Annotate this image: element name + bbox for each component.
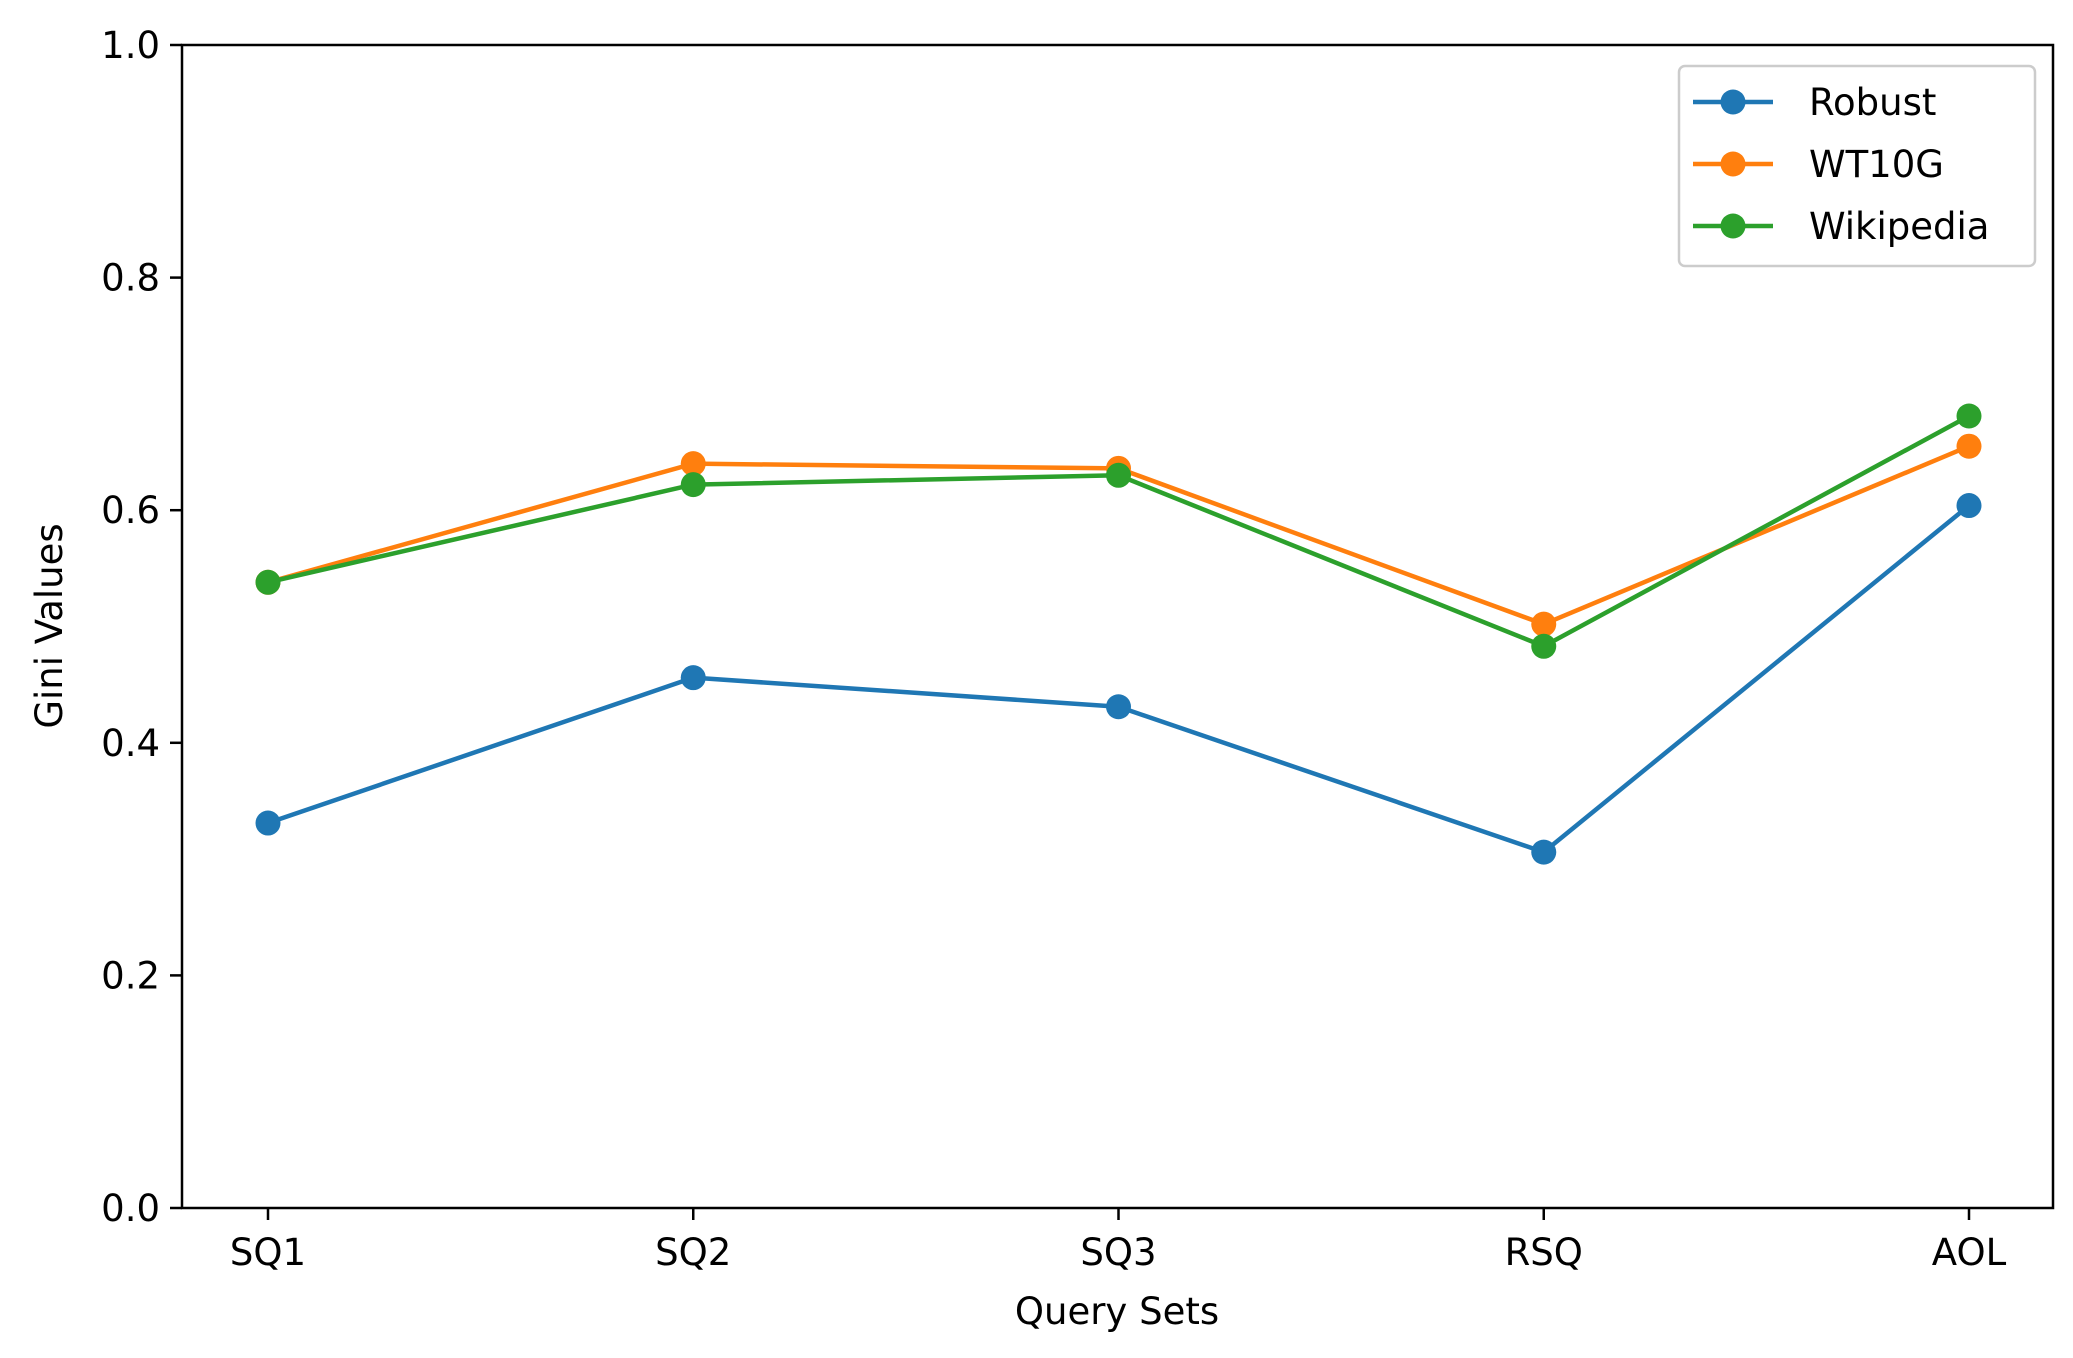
x-tick-label: SQ3 [1080,1231,1156,1274]
y-tick-label: 0.4 [101,722,160,765]
series-robust [255,493,1982,865]
legend-item-robust: Robust [1693,81,1936,124]
legend-item-wikipedia: Wikipedia [1693,205,1989,248]
data-point [1531,611,1557,637]
y-axis-label: Gini Values [28,523,71,728]
data-point [1106,462,1131,488]
data-point [680,451,706,477]
legend-label: Wikipedia [1809,205,1989,248]
y-tick-label: 0.8 [101,257,160,300]
data-point [1106,694,1131,720]
legend-marker [1720,89,1746,115]
legend-marker [1720,213,1746,239]
data-point [1956,493,1982,519]
legend: Robust WT10G Wikipedia [1677,64,2037,268]
x-axis: SQ1 SQ2 SQ3 RSQ AOL [230,1208,2007,1274]
data-point [1531,633,1557,659]
legend-marker [1720,151,1746,177]
legend-label: WT10G [1809,143,1944,186]
data-point [1956,403,1982,429]
y-axis: 0.0 0.2 0.4 0.6 0.8 1.0 [101,24,182,1230]
series-layer [255,403,1982,865]
legend-label: Robust [1809,81,1936,124]
data-point [680,472,706,498]
y-tick-label: 0.0 [101,1187,160,1230]
legend-box [1677,64,2037,268]
x-tick-label: SQ1 [230,1231,306,1274]
x-axis-label: Query Sets [1015,1290,1219,1333]
series-line [267,503,1971,855]
x-tick-label: AOL [1932,1231,2007,1274]
data-point [255,810,281,836]
series-wikipedia [255,403,1982,659]
x-tick-label: RSQ [1505,1231,1583,1274]
x-tick-label: SQ2 [655,1231,731,1274]
data-point [1956,433,1982,459]
y-tick-label: 1.0 [101,24,160,67]
data-point [255,569,281,595]
data-point [1531,839,1557,865]
data-point [680,665,706,691]
y-tick-label: 0.6 [101,489,160,532]
legend-item-wt10g: WT10G [1693,143,1944,186]
series-line [267,414,1971,649]
y-tick-label: 0.2 [101,954,160,997]
